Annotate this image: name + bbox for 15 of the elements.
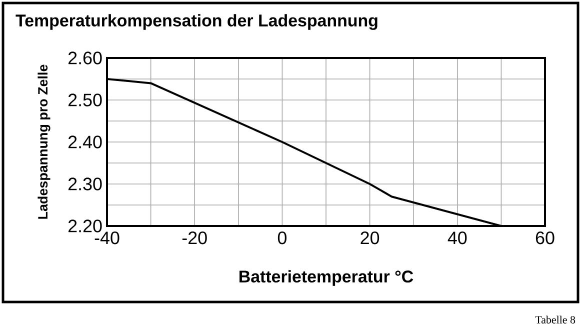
chart-title: Temperaturkompensation der Ladespannung (16, 14, 378, 30)
text: Tabelle 8 (535, 316, 576, 324)
x-tick-label: 60 (536, 232, 554, 244)
y-tick-label: 2.60 (68, 52, 102, 64)
y-tick-label: 2.50 (68, 94, 102, 106)
x-tick-label: -40 (94, 232, 120, 244)
x-tick-label: 0 (278, 232, 286, 244)
y-axis-title: Ladespannung pro Zelle (38, 64, 50, 219)
y-tick-label: 2.20 (68, 220, 102, 232)
x-axis-title: Batterietemperatur °C (240, 270, 414, 286)
x-tick-label: -20 (182, 232, 207, 244)
y-tick-label: 2.40 (68, 136, 102, 148)
y-tick-label: 2.30 (68, 178, 102, 190)
x-tick-label: 20 (360, 232, 380, 244)
x-tick-label: 40 (448, 232, 467, 244)
